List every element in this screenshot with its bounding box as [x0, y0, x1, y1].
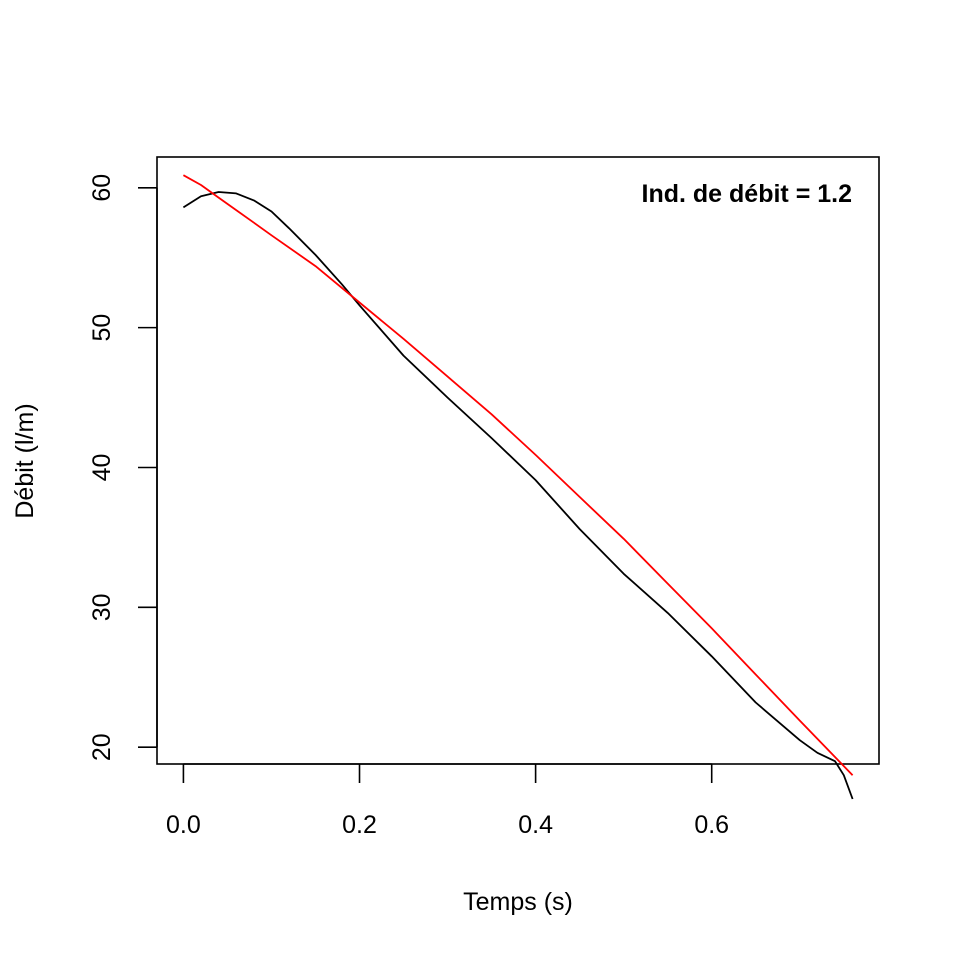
series-line-2 — [182, 174, 854, 776]
series-layer — [182, 174, 854, 800]
y-axis: 20 30 40 50 60 — [88, 174, 158, 761]
plot-box — [156, 156, 880, 765]
x-tick-label: 0.6 — [694, 811, 729, 839]
x-tick-label: 0.0 — [166, 811, 201, 839]
flow-index-annotation: Ind. de débit = 1.2 — [642, 180, 852, 208]
x-axis: 0.0 0.2 0.4 0.6 — [166, 763, 729, 839]
y-tick-label: 40 — [88, 454, 116, 482]
y-tick-label: 50 — [88, 314, 116, 342]
y-tick-label: 20 — [88, 733, 116, 761]
y-tick-label: 60 — [88, 174, 116, 202]
series-line-1 — [182, 191, 854, 800]
y-axis-title: Débit (l/m) — [11, 403, 39, 518]
x-tick-label: 0.2 — [342, 811, 377, 839]
y-tick-label: 30 — [88, 593, 116, 621]
x-axis-title: Temps (s) — [463, 888, 573, 916]
x-tick-label: 0.4 — [518, 811, 553, 839]
